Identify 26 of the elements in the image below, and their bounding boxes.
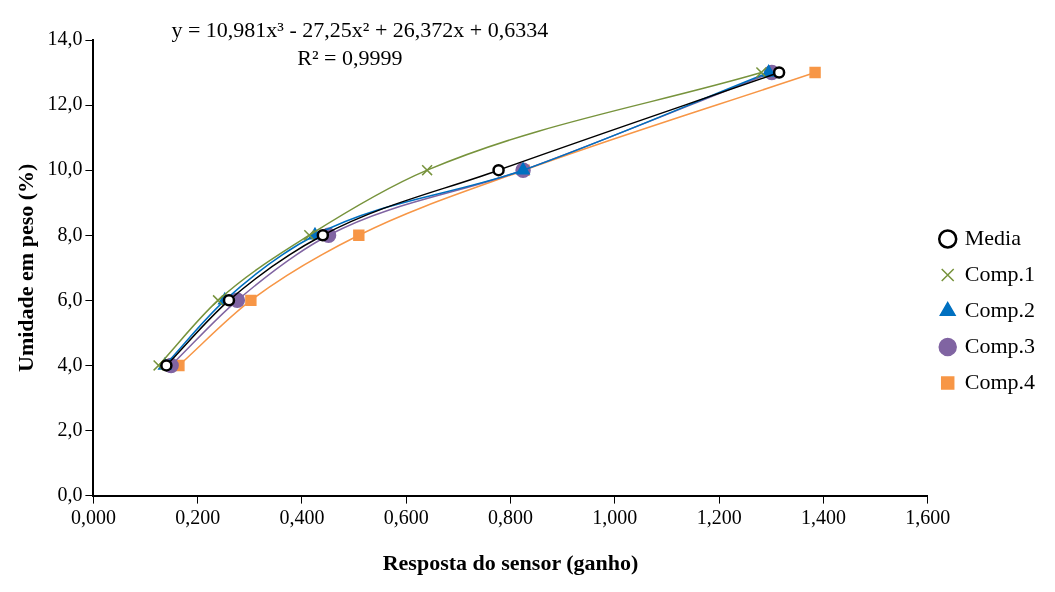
annotation: y = 10,981x³ - 27,25x² + 26,372x + 0,6334 [171, 16, 549, 42]
legend-label: Comp.3 [964, 332, 1036, 358]
legend-label: Comp.2 [964, 296, 1036, 322]
y-tick-label: 8,0 [57, 222, 83, 245]
x-tick-label: 0,000 [70, 505, 116, 528]
legend-label: Comp.1 [964, 260, 1036, 286]
x-tick-label: 0,800 [488, 505, 534, 528]
x-tick-label: 1,600 [905, 505, 951, 528]
x-tick-label: 1,000 [592, 505, 638, 528]
legend-label: Comp.4 [964, 368, 1036, 394]
x-axis-title: Resposta do sensor (ganho) [382, 550, 639, 576]
x-tick-label: 1,200 [696, 505, 742, 528]
y-tick-label: 6,0 [57, 287, 83, 310]
y-tick-label: 10,0 [47, 157, 83, 180]
annotation: R² = 0,9999 [297, 44, 403, 70]
x-tick-label: 0,600 [383, 505, 429, 528]
y-tick-label: 14,0 [47, 27, 83, 50]
y-axis-title: Umidade em peso (%) [12, 163, 38, 372]
legend-label: Media [964, 224, 1022, 250]
x-tick-label: 0,200 [175, 505, 221, 528]
x-tick-label: 0,400 [279, 505, 325, 528]
x-tick-label: 1,400 [800, 505, 846, 528]
y-tick-label: 12,0 [47, 92, 83, 115]
y-tick-label: 4,0 [57, 352, 83, 375]
y-tick-label: 2,0 [57, 417, 83, 440]
y-tick-label: 0,0 [57, 482, 83, 505]
